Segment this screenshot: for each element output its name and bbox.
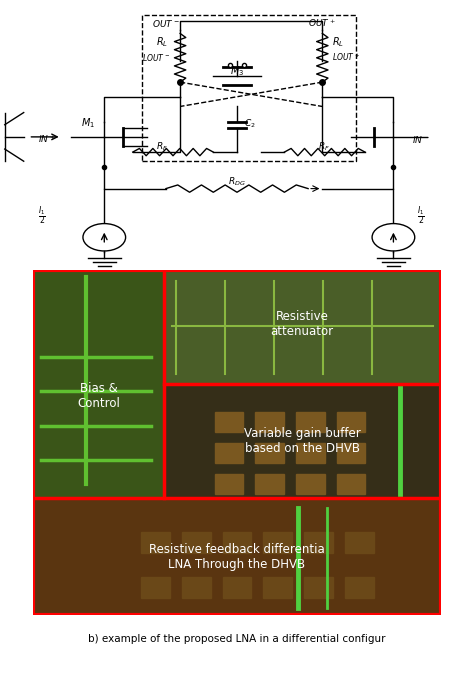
Bar	[255, 443, 284, 464]
Bar	[296, 474, 325, 495]
Bar	[142, 16, 356, 162]
Text: b) example of the proposed LNA in a differential configur: b) example of the proposed LNA in a diff…	[88, 634, 386, 644]
Bar	[33, 270, 164, 498]
Text: Variable gain buffer
based on the DHVB: Variable gain buffer based on the DHVB	[244, 427, 361, 455]
Bar	[345, 577, 374, 598]
Bar	[141, 577, 170, 598]
Text: $\frac{I_1}{2}$: $\frac{I_1}{2}$	[38, 204, 46, 226]
Bar	[264, 577, 292, 598]
Text: $R_L$: $R_L$	[332, 36, 344, 49]
Text: $OUT^-$: $OUT^-$	[152, 18, 179, 29]
Text: Resistive feedback differential LNA
through the DHVB: Resistive feedback differential LNA thro…	[113, 319, 361, 347]
Text: $\frac{I_1}{2}$: $\frac{I_1}{2}$	[417, 204, 425, 226]
Bar	[255, 474, 284, 495]
Bar	[304, 577, 333, 598]
Text: $M_3$: $M_3$	[230, 64, 244, 78]
Text: $M_1$: $M_1$	[81, 116, 95, 130]
Bar	[337, 443, 365, 464]
Bar	[215, 412, 243, 433]
Text: $OUT^+$: $OUT^+$	[308, 18, 336, 29]
Text: $IN^-$: $IN^-$	[412, 134, 430, 145]
Text: $R_L$: $R_L$	[156, 36, 169, 49]
Bar	[345, 533, 374, 553]
Text: Resistive feedback differentia
LNA Through the DHVB: Resistive feedback differentia LNA Throu…	[149, 543, 325, 571]
Text: $R_{DG}$: $R_{DG}$	[228, 175, 245, 187]
Text: $IN^+$: $IN^+$	[38, 133, 56, 145]
Bar	[182, 533, 210, 553]
Text: $LOUT^+$: $LOUT^+$	[332, 51, 360, 63]
Bar	[33, 498, 441, 615]
Bar	[296, 443, 325, 464]
Bar	[215, 474, 243, 495]
Text: Resistive
attenuator: Resistive attenuator	[271, 310, 334, 338]
Text: Bias &
Control: Bias & Control	[77, 382, 120, 410]
Bar	[141, 533, 170, 553]
Text: $C_2$: $C_2$	[244, 117, 256, 130]
Bar	[223, 577, 251, 598]
Bar	[296, 412, 325, 433]
Text: $R_F$: $R_F$	[318, 140, 329, 153]
Bar	[164, 270, 441, 384]
Bar	[337, 412, 365, 433]
Bar	[164, 384, 441, 498]
Bar	[264, 533, 292, 553]
Bar	[182, 577, 210, 598]
Bar	[215, 443, 243, 464]
Bar	[337, 474, 365, 495]
Bar	[223, 533, 251, 553]
Bar	[255, 412, 284, 433]
Text: $LOUT^-$: $LOUT^-$	[142, 52, 170, 63]
Bar	[304, 533, 333, 553]
Text: $R_F$: $R_F$	[156, 140, 168, 153]
